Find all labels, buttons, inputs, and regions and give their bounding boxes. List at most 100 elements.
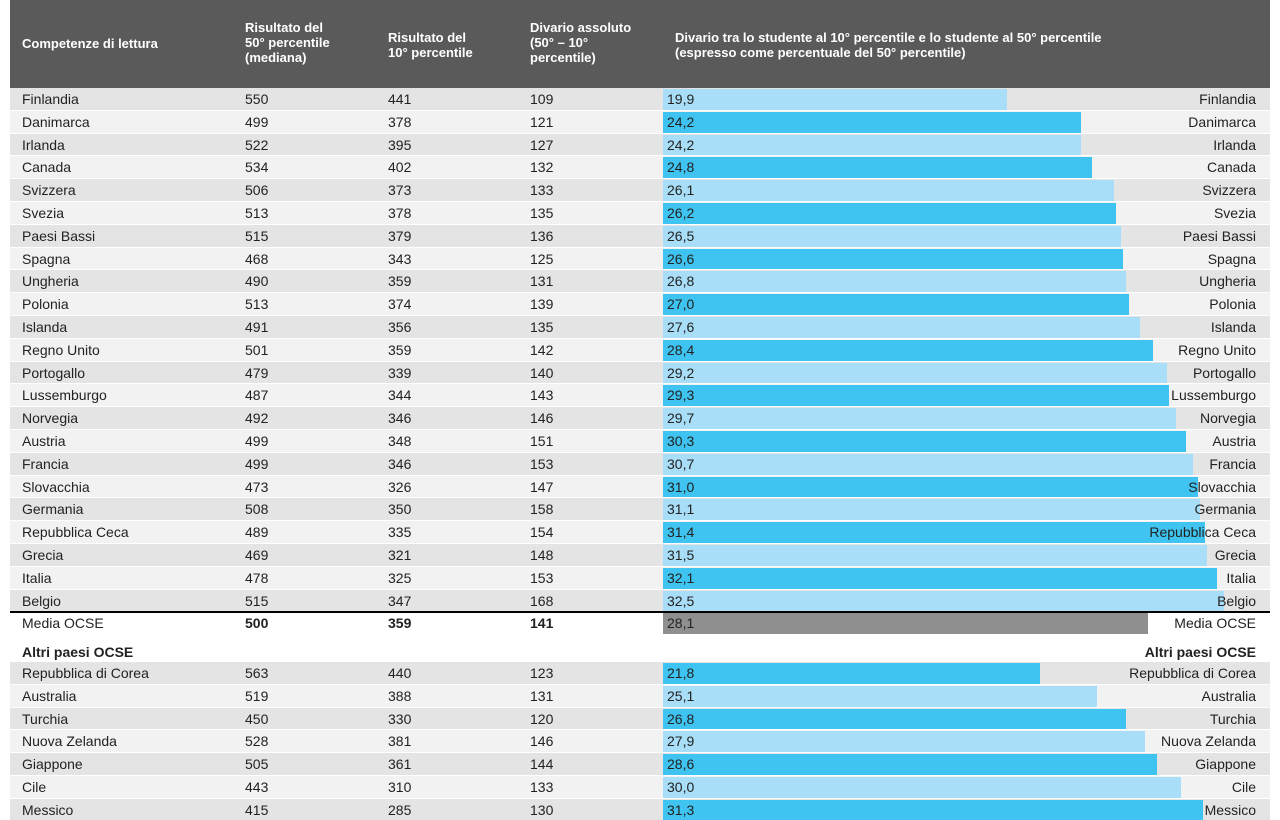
bar xyxy=(663,708,1126,730)
p10: 359 xyxy=(388,615,412,632)
country: Polonia xyxy=(22,296,69,313)
header-line: 50° percentile xyxy=(245,35,330,50)
bar-label: 24,2 xyxy=(667,113,695,130)
header-line: (espresso come percentuale del 50° perce… xyxy=(675,45,966,60)
country: Turchia xyxy=(22,710,69,727)
p10: 310 xyxy=(388,779,412,795)
country-right: Australia xyxy=(1201,687,1256,704)
bar xyxy=(663,731,1145,753)
bar-label: 19,9 xyxy=(667,91,695,107)
gap: 123 xyxy=(530,665,554,681)
median: 550 xyxy=(245,91,269,107)
bar-label: 28,6 xyxy=(667,756,695,773)
bar-label: 32,5 xyxy=(667,592,695,609)
bar-label: 26,1 xyxy=(667,182,695,199)
median: 563 xyxy=(245,665,269,681)
bar-label: 28,1 xyxy=(667,615,695,632)
country: Repubblica di Corea xyxy=(22,665,149,681)
header-p10: Risultato del 10° percentile xyxy=(388,30,473,60)
gap: 146 xyxy=(530,733,554,750)
country: Media OCSE xyxy=(22,615,104,632)
bar xyxy=(663,777,1181,798)
bar-label: 21,8 xyxy=(667,665,695,681)
gap: 131 xyxy=(530,687,554,704)
median: 468 xyxy=(245,250,269,267)
bar xyxy=(663,522,1206,543)
country: Svezia xyxy=(22,205,65,221)
country-right: Irlanda xyxy=(1213,136,1256,153)
gap: 168 xyxy=(530,592,554,609)
bar xyxy=(663,271,1126,293)
bar xyxy=(663,248,1123,270)
country-right: Ungheria xyxy=(1199,273,1256,290)
country-right: Nuova Zelanda xyxy=(1161,733,1256,750)
country-right: Repubblica Ceca xyxy=(1149,524,1256,541)
bar-label: 29,7 xyxy=(667,410,695,427)
gap: 125 xyxy=(530,250,554,267)
country: Ungheria xyxy=(22,273,79,290)
p10: 356 xyxy=(388,319,412,335)
bar-label: 30,3 xyxy=(667,433,695,449)
p10: 326 xyxy=(388,478,412,495)
gap: 144 xyxy=(530,756,554,773)
bar xyxy=(663,476,1199,498)
p10: 325 xyxy=(388,569,412,586)
bar xyxy=(663,339,1154,361)
bar-label: 30,7 xyxy=(667,455,695,472)
p10: 378 xyxy=(388,113,412,130)
p10: 374 xyxy=(388,296,412,313)
country: Portogallo xyxy=(22,364,86,381)
bar-label: 32,1 xyxy=(667,569,695,586)
bar-label: 29,3 xyxy=(667,387,695,404)
bar xyxy=(663,203,1116,224)
median: 515 xyxy=(245,227,269,244)
bar-label: 31,1 xyxy=(667,501,695,518)
gap: 133 xyxy=(530,182,554,199)
header-line: 10° percentile xyxy=(388,45,473,60)
bar xyxy=(663,685,1097,707)
country-right: Messico xyxy=(1204,801,1256,818)
country-right: Regno Unito xyxy=(1178,341,1256,358)
country: Norvegia xyxy=(22,410,79,427)
header-line: (50° – 10° xyxy=(530,35,589,50)
country: Finlandia xyxy=(22,91,79,107)
bar-label: 29,2 xyxy=(667,364,695,381)
bar xyxy=(663,567,1218,589)
row-bg xyxy=(10,88,1270,111)
header-line: (mediana) xyxy=(245,50,307,65)
median: 500 xyxy=(245,615,269,632)
median: 519 xyxy=(245,687,269,704)
median: 478 xyxy=(245,569,269,586)
bar xyxy=(663,545,1207,566)
country: Germania xyxy=(22,501,84,518)
bar-label: 30,0 xyxy=(667,779,695,795)
median: 505 xyxy=(245,756,269,773)
header-line: percentile) xyxy=(530,50,596,65)
bar-label: 25,1 xyxy=(667,687,695,704)
median: 492 xyxy=(245,410,269,427)
gap: 131 xyxy=(530,273,554,290)
country: Messico xyxy=(22,801,74,818)
median: 501 xyxy=(245,341,269,358)
country-right: Paesi Bassi xyxy=(1182,227,1256,244)
bar xyxy=(663,799,1204,820)
bar xyxy=(663,134,1082,156)
gap: 142 xyxy=(530,341,554,358)
p10: 346 xyxy=(388,410,412,427)
bar-label: 24,8 xyxy=(667,159,695,176)
header-line: Risultato del xyxy=(245,20,324,35)
median: 499 xyxy=(245,113,269,130)
country: Danimarca xyxy=(22,113,90,130)
bar-label: 26,2 xyxy=(667,205,695,221)
median: 513 xyxy=(245,205,269,221)
bar xyxy=(663,663,1040,684)
median: 534 xyxy=(245,159,269,176)
country-right: Grecia xyxy=(1214,547,1256,563)
p10: 361 xyxy=(388,756,412,773)
p10: 330 xyxy=(388,710,412,727)
bar-label: 26,5 xyxy=(667,227,695,244)
country-right: Svezia xyxy=(1213,205,1256,221)
country-right: Turchia xyxy=(1209,710,1256,727)
header-bg xyxy=(10,0,1270,88)
